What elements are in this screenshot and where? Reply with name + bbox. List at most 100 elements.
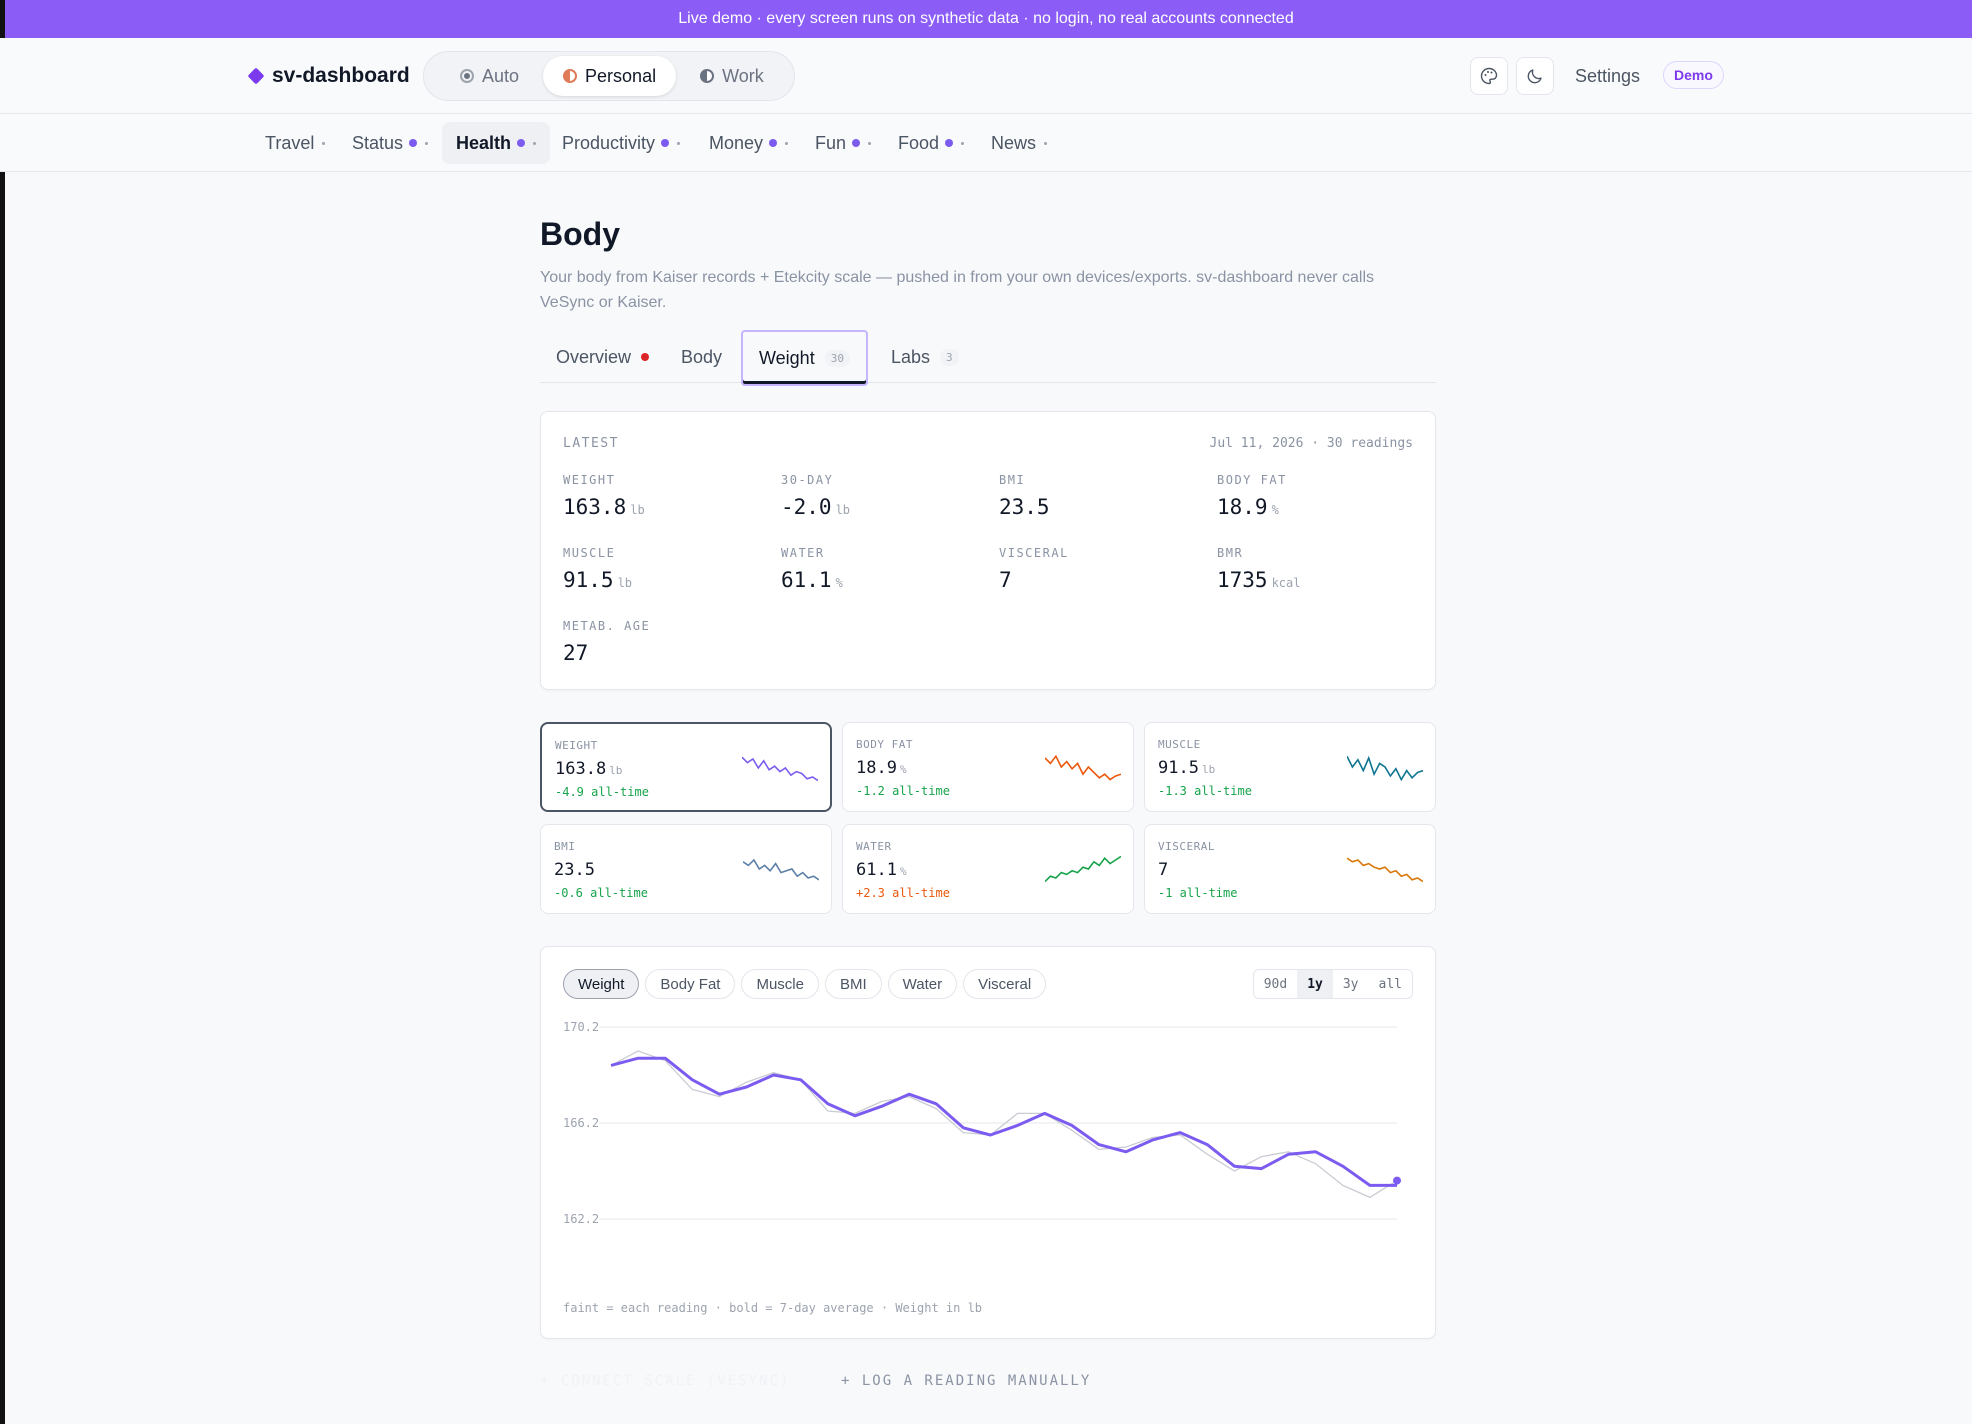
stat-label: WEIGHT <box>563 473 616 487</box>
status-dot <box>409 139 418 147</box>
nav-item-productivity[interactable]: Productivity <box>548 122 694 164</box>
mini-value: 7 <box>1158 860 1169 880</box>
banner-text: Live demo · every screen runs on synthet… <box>678 10 1294 27</box>
latest-meta: Jul 11, 2026 · 30 readings <box>1209 436 1414 451</box>
mini-label: WATER <box>856 840 892 853</box>
alert-dot <box>641 353 650 361</box>
brand-name: sv-dashboard <box>272 64 410 87</box>
range-1y[interactable]: 1y <box>1297 970 1333 998</box>
nav-item-status[interactable]: Status <box>338 122 442 164</box>
section-tabs: Overview Body Weight 30 Labs 3 <box>540 330 1436 386</box>
nav-item-money[interactable]: Money <box>695 122 802 164</box>
stat-label: BODY FAT <box>1217 473 1287 487</box>
mini-card-muscle[interactable]: MUSCLE 91.5 lb -1.3 all-time <box>1144 722 1436 812</box>
tab-count: 30 <box>824 349 850 367</box>
stat-value: 23.5 <box>999 495 1050 519</box>
mini-card-water[interactable]: WATER 61.1% +2.3 all-time <box>842 824 1134 914</box>
mode-auto-button[interactable]: Auto <box>440 56 539 96</box>
sparkline <box>1347 755 1423 782</box>
stat-label: BMI <box>999 473 1026 487</box>
nav-marker <box>868 141 872 145</box>
mini-value: 18.9 <box>856 758 897 778</box>
tab-body[interactable]: Body <box>681 331 722 383</box>
range-selector: 90d 1y 3y all <box>1252 969 1413 999</box>
tab-count: 3 <box>940 348 959 366</box>
moon-icon <box>1527 69 1542 84</box>
settings-link[interactable]: Settings <box>1575 66 1641 86</box>
nav-item-food[interactable]: Food <box>884 122 978 164</box>
work-icon <box>700 69 715 83</box>
latest-card: LATEST Jul 11, 2026 · 30 readings WEIGHT… <box>540 411 1436 690</box>
stat-label: VISCERAL <box>999 546 1069 560</box>
palette-icon <box>1480 67 1498 85</box>
mini-unit: lb <box>609 764 623 777</box>
tab-overview[interactable]: Overview <box>556 331 650 383</box>
metric-pill-muscle[interactable]: Muscle <box>741 969 819 999</box>
stat-unit: lb <box>617 576 633 590</box>
stat-label: BMR <box>1217 546 1244 560</box>
theme-palette-button[interactable] <box>1470 57 1508 95</box>
nav-marker <box>322 141 326 145</box>
mini-label: BMI <box>554 840 576 853</box>
mini-unit: % <box>899 865 907 878</box>
nav-item-travel[interactable]: Travel <box>251 122 339 164</box>
tab-label: Overview <box>556 346 632 367</box>
dark-mode-button[interactable] <box>1516 57 1554 95</box>
mini-card-bmi[interactable]: BMI 23.5 -0.6 all-time <box>540 824 832 914</box>
sparkline <box>743 858 819 881</box>
mini-value: 91.5 <box>1158 758 1199 778</box>
tab-label: Weight <box>759 347 815 368</box>
status-dot <box>661 139 670 147</box>
nav-label: Money <box>709 132 764 153</box>
range-90d[interactable]: 90d <box>1263 976 1288 992</box>
metric-pill-visceral[interactable]: Visceral <box>963 969 1047 999</box>
series-line-readings <box>610 1050 1398 1199</box>
tab-weight[interactable]: Weight 30 <box>741 330 868 386</box>
metric-pill-body-fat[interactable]: Body Fat <box>645 969 736 999</box>
nav-label: Travel <box>265 132 315 153</box>
range-all[interactable]: all <box>1378 976 1402 992</box>
status-dot <box>852 139 861 147</box>
range-3y[interactable]: 3y <box>1342 976 1359 992</box>
weight-chart-card: Weight Body Fat Muscle BMI Water Viscera… <box>540 946 1436 1339</box>
nav-item-health[interactable]: Health <box>442 122 551 164</box>
top-bar: sv-dashboard Auto Personal Work Settings… <box>0 38 1972 114</box>
latest-point <box>1393 1176 1401 1185</box>
mini-card-visceral[interactable]: VISCERAL 7 -1 all-time <box>1144 824 1436 914</box>
mini-unit: % <box>899 763 907 776</box>
series-line-average <box>610 1056 1397 1187</box>
connect-scale-button[interactable]: + CONNECT SCALE (VESYNC) <box>540 1373 791 1389</box>
metric-pill-weight[interactable]: Weight <box>563 969 640 999</box>
mini-card-body-fat[interactable]: BODY FAT 18.9% -1.2 all-time <box>842 722 1134 812</box>
mini-delta: -1.3 all-time <box>1158 784 1252 798</box>
stat-value: 1735 <box>1217 568 1268 592</box>
stat-muscle: MUSCLE 91.5 lb <box>563 546 632 592</box>
metric-pill-water[interactable]: Water <box>887 969 958 999</box>
mini-card-weight[interactable]: WEIGHT 163.8 lb -4.9 all-time <box>540 722 832 812</box>
stat-bmr: BMR 1735 kcal <box>1217 546 1300 592</box>
mini-label: VISCERAL <box>1158 840 1215 853</box>
mini-value: 61.1 <box>856 860 897 880</box>
sparkline-path <box>743 858 819 881</box>
nav-item-fun[interactable]: Fun <box>801 122 885 164</box>
stat-label: METAB. AGE <box>563 619 651 633</box>
mini-unit: lb <box>1201 763 1216 776</box>
stat-value: 7 <box>999 568 1012 592</box>
nav-item-news[interactable]: News <box>977 122 1061 164</box>
stat-water: WATER 61.1% <box>781 546 843 592</box>
stat-unit: % <box>1271 503 1279 517</box>
brand-logo[interactable]: sv-dashboard <box>247 64 410 88</box>
y-tick-label: 162.2 <box>563 1212 599 1226</box>
log-reading-button[interactable]: + LOG A READING MANUALLY <box>841 1373 1092 1389</box>
category-nav: Travel Status Health Productivity Money … <box>0 114 1972 172</box>
metric-pill-bmi[interactable]: BMI <box>824 969 882 999</box>
auto-icon <box>460 69 474 83</box>
mode-personal-button[interactable]: Personal <box>543 56 677 96</box>
chart-footnote: faint = each reading · bold = 7-day aver… <box>563 1301 983 1315</box>
tab-labs[interactable]: Labs 3 <box>891 331 959 383</box>
y-tick-label: 166.2 <box>563 1116 599 1130</box>
stat-unit: % <box>835 576 843 590</box>
stat-label: WATER <box>781 546 825 560</box>
stat-value: 91.5 <box>563 568 614 592</box>
mode-work-button[interactable]: Work <box>680 56 784 96</box>
